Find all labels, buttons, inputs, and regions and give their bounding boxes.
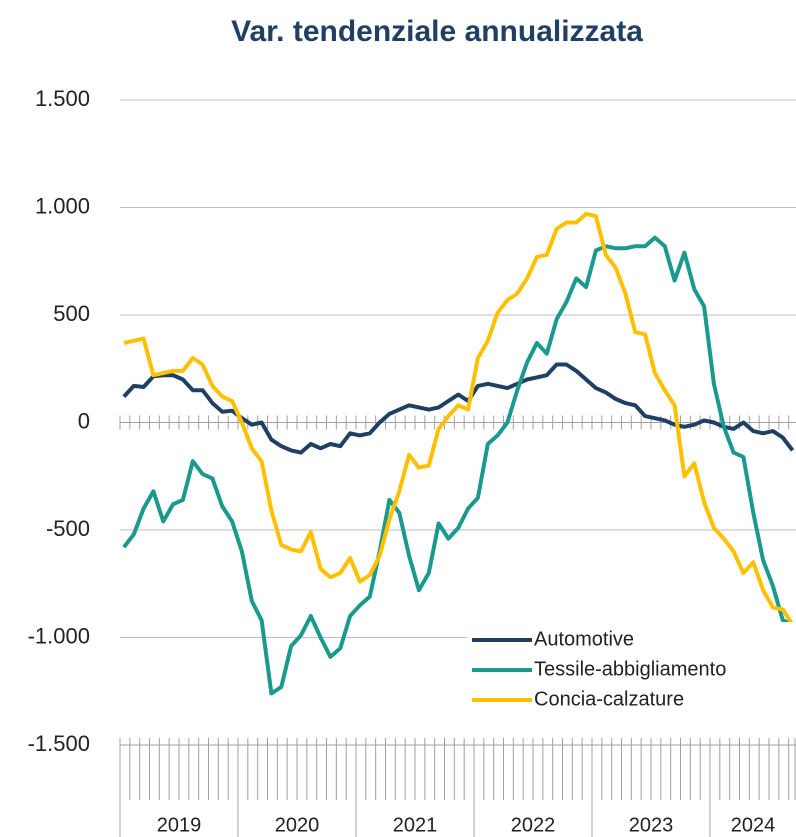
year-label: 2020 <box>275 814 320 836</box>
legend-label: Concia-calzature <box>534 688 684 710</box>
series-line <box>122 362 795 455</box>
y-tick-label: -500 <box>46 516 90 541</box>
chart-title: Var. tendenziale annualizzata <box>231 15 643 48</box>
series-line <box>123 211 795 626</box>
legend-label: Automotive <box>534 628 634 650</box>
y-tick-label: 0 <box>78 408 90 433</box>
series-line <box>122 235 794 696</box>
year-label: 2022 <box>511 814 556 836</box>
y-tick-label: -1.000 <box>28 623 90 648</box>
legend-label: Tessile-abbigliamento <box>534 658 726 680</box>
y-tick-label: -1.500 <box>28 731 90 756</box>
y-tick-label: 1.000 <box>35 193 90 218</box>
year-label: 2019 <box>157 814 202 836</box>
year-label: 2021 <box>393 814 438 836</box>
y-tick-label: 500 <box>53 301 90 326</box>
y-tick-label: 1.500 <box>35 86 90 111</box>
year-label: 2023 <box>629 814 674 836</box>
year-label: 2024 <box>731 814 776 836</box>
